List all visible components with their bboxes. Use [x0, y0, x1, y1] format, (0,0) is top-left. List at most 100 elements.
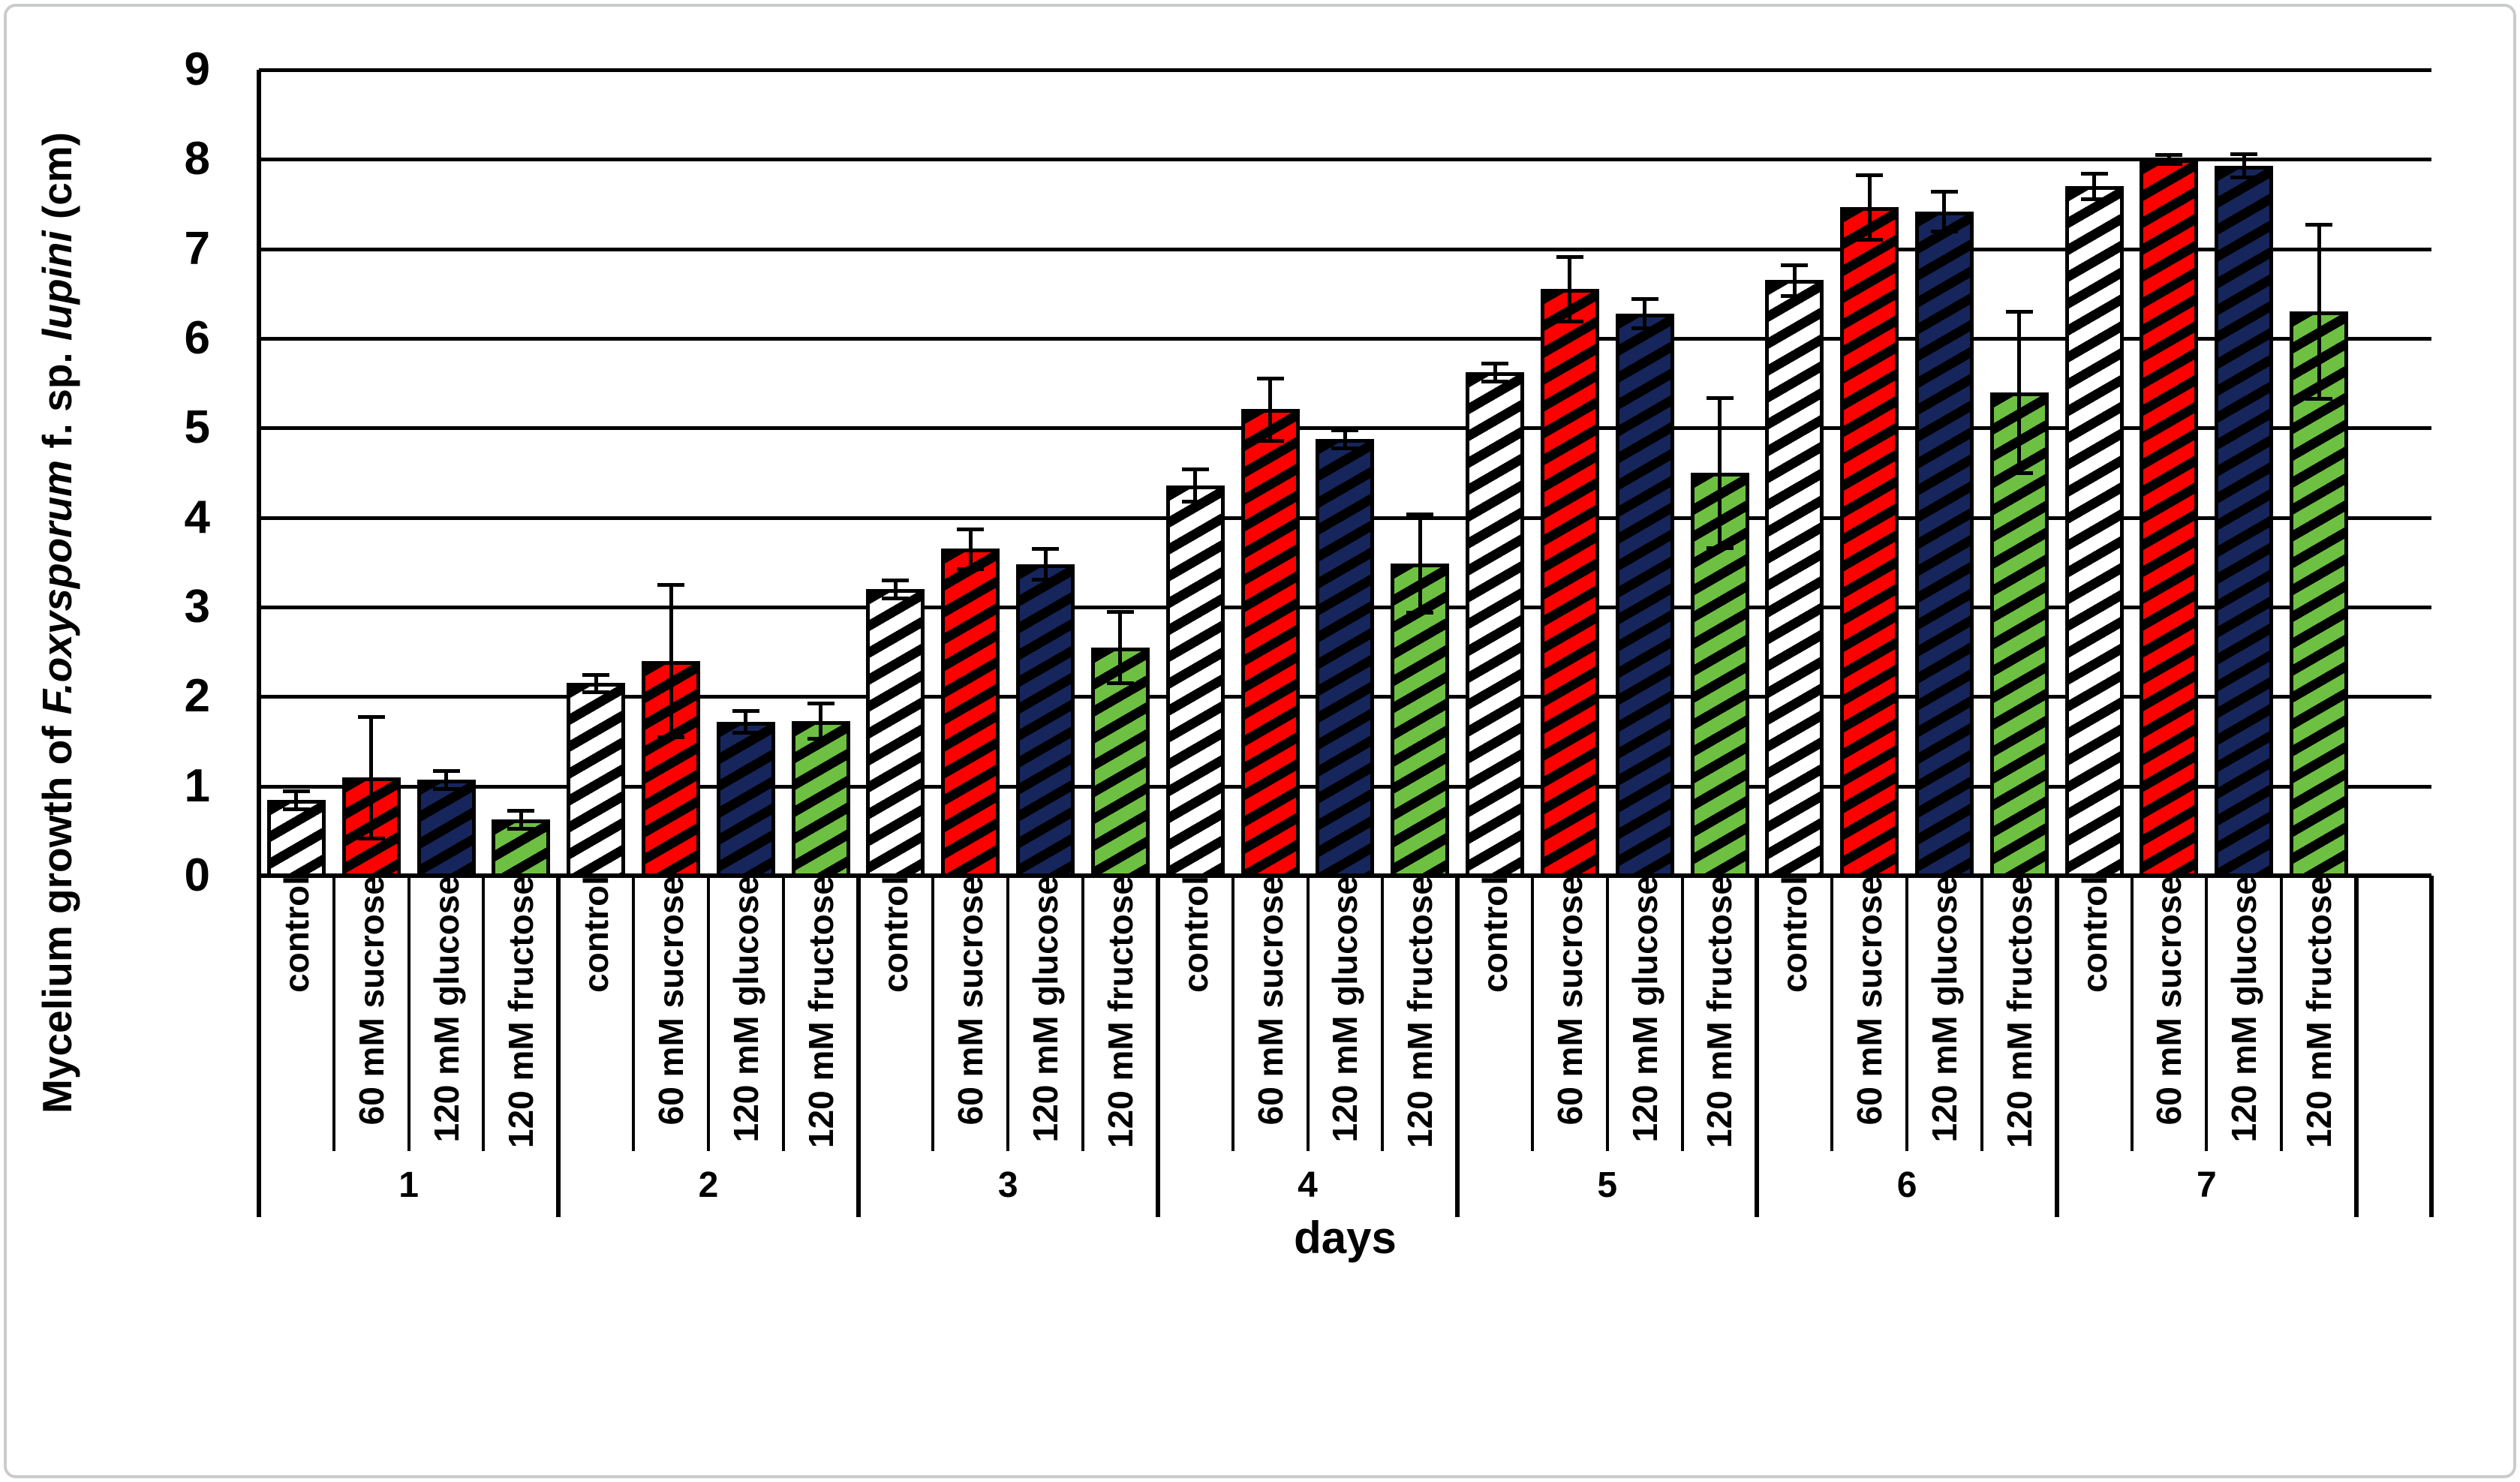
treatment-separator: [1006, 876, 1010, 1151]
error-bar: [1493, 363, 1497, 382]
treatment-label: 120 mM glucose: [2224, 876, 2264, 1143]
error-bar-cap-top: [732, 709, 759, 714]
bar-day7-control: [2064, 186, 2124, 877]
group-separator: [257, 876, 261, 1217]
error-bar-cap-bottom: [1856, 237, 1884, 242]
gridline-y6: [259, 337, 2431, 341]
error-bar-cap-top: [2305, 223, 2333, 227]
treatment-label: 60 mM sucrose: [1550, 876, 1589, 1126]
error-bar-cap-top: [2080, 172, 2108, 176]
error-bar: [2317, 224, 2321, 398]
day-group-number: 3: [997, 1165, 1018, 1205]
error-bar-cap-bottom: [732, 731, 759, 735]
treatment-label-cell: control: [1757, 876, 1832, 1151]
bar-day7-120-mM-fructose: [2290, 311, 2349, 877]
treatment-separator: [931, 876, 935, 1151]
treatment-label-cell: 120 mM fructose: [783, 876, 859, 1151]
error-bar-cap-bottom: [282, 807, 310, 811]
treatment-label-cell: 60 mM sucrose: [2132, 876, 2207, 1151]
treatment-label-cell: 120 mM fructose: [1683, 876, 1758, 1151]
error-bar-cap-bottom: [1930, 229, 1958, 233]
treatment-label-cell: 120 mM fructose: [1982, 876, 2057, 1151]
error-bar: [1268, 377, 1273, 441]
treatment-separator: [1081, 876, 1085, 1151]
error-bar-cap-bottom: [1032, 578, 1060, 582]
error-bar: [1792, 265, 1797, 296]
error-bar-cap-top: [357, 714, 385, 719]
treatment-label-cell: control: [2057, 876, 2132, 1151]
treatment-label: control: [876, 876, 916, 993]
error-bar-cap-bottom: [2005, 471, 2033, 475]
y-tick-label: 1: [184, 759, 210, 812]
treatment-label: 120 mM glucose: [426, 876, 466, 1143]
bar-day2-120-mM-glucose: [716, 721, 775, 877]
treatment-label-cell: 60 mM sucrose: [334, 876, 409, 1151]
treatment-label: 120 mM glucose: [726, 876, 765, 1143]
bar-day3-60-mM-sucrose: [941, 549, 1000, 877]
bar-day2-120-mM-fructose: [791, 720, 850, 877]
error-bar: [444, 771, 449, 789]
error-bar-cap-bottom: [2230, 176, 2258, 180]
error-bar: [819, 702, 823, 739]
bar-day5-control: [1466, 372, 1525, 877]
error-bar-cap-bottom: [2155, 162, 2183, 167]
y-axis-title-part: (cm): [33, 132, 80, 231]
error-bar: [1568, 257, 1572, 322]
error-bar-cap-top: [1631, 297, 1658, 302]
group-separator: [1755, 876, 1760, 1217]
group-separator: [556, 876, 561, 1217]
error-bar-cap-bottom: [1256, 439, 1284, 443]
error-bar: [2092, 173, 2097, 199]
error-bar-cap-bottom: [507, 826, 535, 831]
error-bar: [1043, 549, 1048, 579]
error-bar-cap-top: [432, 769, 460, 774]
error-bar-cap-bottom: [1331, 446, 1359, 450]
y-tick-label: 5: [184, 401, 210, 454]
error-bar: [1867, 174, 1872, 239]
treatment-label: 120 mM fructose: [1400, 876, 1440, 1149]
y-tick-label: 0: [184, 849, 210, 901]
treatment-label: 60 mM sucrose: [951, 876, 991, 1126]
error-bar-cap-bottom: [1406, 611, 1434, 615]
treatment-separator: [1306, 876, 1310, 1151]
group-separator: [856, 876, 861, 1217]
error-bar: [519, 810, 523, 828]
treatment-label-cell: control: [859, 876, 934, 1151]
x-axis-title: days: [1294, 1213, 1397, 1263]
bar-day4-120-mM-glucose: [1316, 438, 1375, 877]
treatment-label: 60 mM sucrose: [2149, 876, 2189, 1126]
treatment-label: 120 mM fructose: [1100, 876, 1140, 1149]
error-bar-cap-bottom: [657, 735, 685, 740]
y-axis-title-wrap: Mycelium growth of F.oxysporum f. sp. lu…: [21, 70, 92, 1176]
treatment-label-cell: 60 mM sucrose: [933, 876, 1008, 1151]
error-bar-cap-top: [807, 701, 834, 705]
treatment-label-cell: 60 mM sucrose: [1832, 876, 1907, 1151]
treatment-label: 120 mM glucose: [1625, 876, 1664, 1143]
error-bar: [2242, 154, 2246, 178]
bar-day1-control: [266, 799, 326, 877]
treatment-separator: [1905, 876, 1909, 1151]
error-bar-cap-top: [582, 672, 610, 677]
treatment-separator: [1605, 876, 1609, 1151]
error-bar: [369, 716, 374, 838]
error-bar: [893, 580, 898, 599]
day-group-number: 1: [398, 1165, 419, 1205]
treatment-label: 60 mM sucrose: [1850, 876, 1890, 1126]
treatment-label-cell: 120 mM glucose: [2206, 876, 2281, 1151]
bar-day5-120-mM-glucose: [1615, 313, 1674, 877]
bar-day6-120-mM-glucose: [1914, 211, 1974, 877]
day-group-number: 6: [1896, 1165, 1917, 1205]
treatment-separator: [2205, 876, 2209, 1151]
error-bar-cap-bottom: [1106, 681, 1134, 686]
treatment-separator: [1381, 876, 1385, 1151]
treatment-label: 120 mM fructose: [801, 876, 841, 1149]
day-group-number: 7: [2196, 1165, 2217, 1205]
error-bar: [1942, 191, 1947, 231]
treatment-label: control: [1775, 876, 1815, 993]
error-bar-cap-bottom: [1781, 293, 1809, 298]
error-bar-cap-bottom: [1556, 320, 1583, 324]
error-bar-cap-top: [657, 583, 685, 588]
gridline-y9: [259, 68, 2431, 72]
treatment-label-cell: control: [1158, 876, 1233, 1151]
treatment-separator: [706, 876, 710, 1151]
